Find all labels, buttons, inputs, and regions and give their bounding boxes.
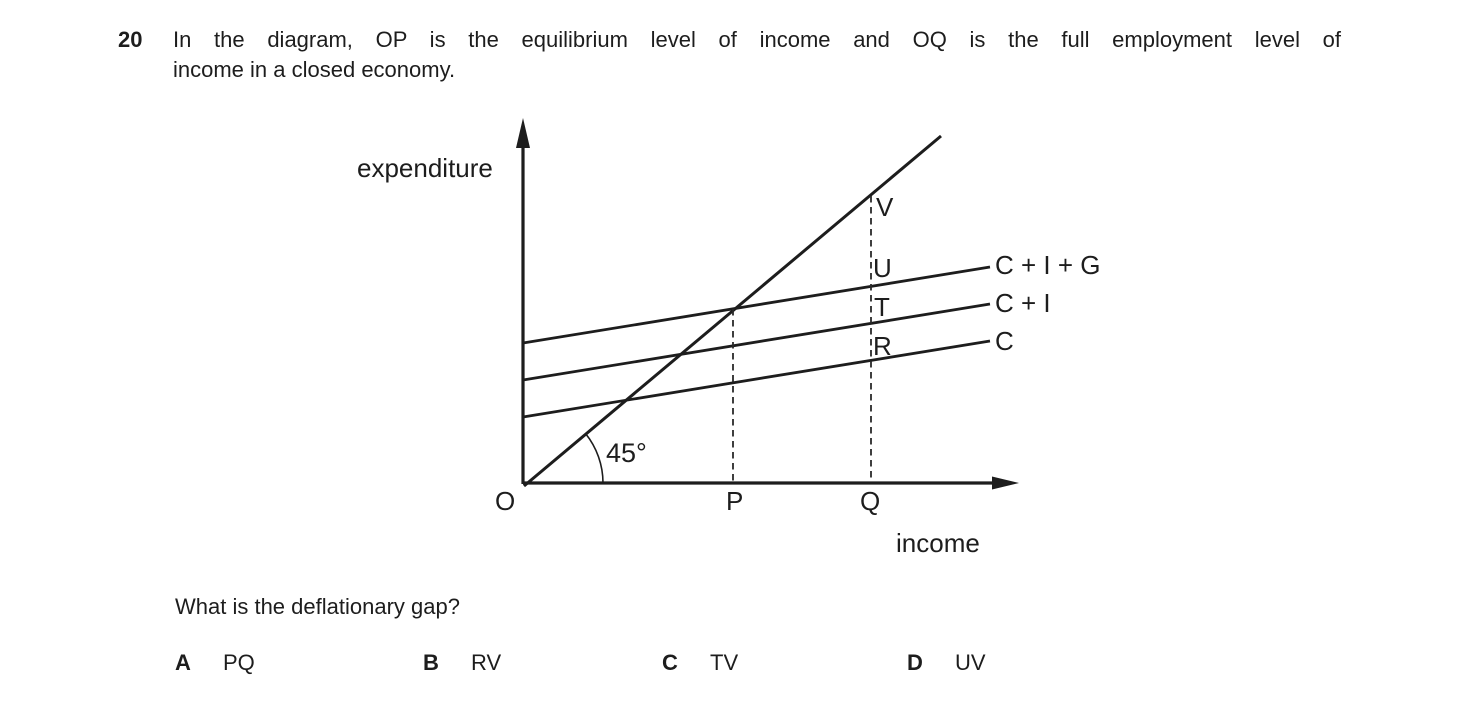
question-number: 20 xyxy=(118,27,143,52)
option-b: B RV xyxy=(423,650,501,676)
point-t-label: T xyxy=(874,292,890,322)
point-p-label: P xyxy=(726,486,743,516)
option-c-letter: C xyxy=(662,650,678,675)
y-axis-arrowhead-icon xyxy=(516,118,530,148)
c-plus-i-plus-g-label: C + I + G xyxy=(995,250,1101,280)
question-text: In the diagram, OP is the equilibrium le… xyxy=(173,25,1341,85)
question-header: 20 In the diagram, OP is the equilibrium… xyxy=(118,25,1341,85)
c-line xyxy=(522,339,991,419)
c-plus-i-line xyxy=(522,302,991,382)
point-q-label: Q xyxy=(860,486,880,516)
origin-label: O xyxy=(495,486,515,516)
c-plus-i-label: C + I xyxy=(995,288,1051,318)
point-u-label: U xyxy=(873,253,892,283)
option-d-letter: D xyxy=(907,650,923,675)
option-b-letter: B xyxy=(423,650,439,675)
option-c-value: TV xyxy=(710,650,739,675)
angle-arc xyxy=(584,432,604,484)
y-axis-title: expenditure xyxy=(357,153,493,183)
question-text-line-2: income in a closed economy. xyxy=(173,57,456,82)
x-axis-arrowhead-icon xyxy=(992,476,1019,490)
sub-question: What is the deflationary gap? xyxy=(175,594,460,619)
option-c: C TV xyxy=(662,650,738,676)
option-a-letter: A xyxy=(175,650,191,675)
point-v-label: V xyxy=(876,192,894,222)
point-r-label: R xyxy=(873,331,892,361)
option-a: A PQ xyxy=(175,650,255,676)
question-text-line-1: In the diagram, OP is the equilibrium le… xyxy=(173,27,1341,52)
option-d-value: UV xyxy=(955,650,986,675)
c-label: C xyxy=(995,326,1014,356)
option-d: D UV xyxy=(907,650,986,676)
c-plus-i-plus-g-line xyxy=(522,265,991,345)
option-a-value: PQ xyxy=(223,650,255,675)
angle-label: 45° xyxy=(606,438,647,468)
option-b-value: RV xyxy=(471,650,502,675)
x-axis-title: income xyxy=(896,528,980,558)
